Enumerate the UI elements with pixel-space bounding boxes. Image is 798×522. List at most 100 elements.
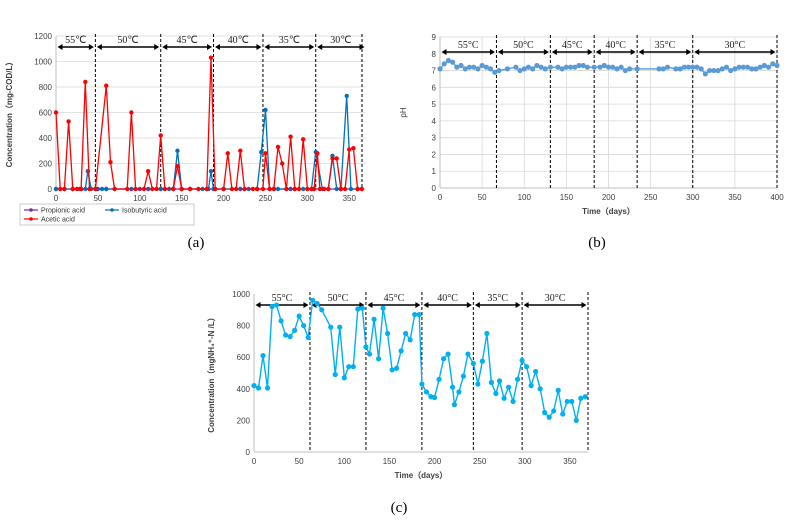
x-tick-label: 0 (252, 457, 257, 466)
data-point (728, 67, 734, 74)
arrowhead-right (630, 49, 636, 55)
x-tick-label: 50 (93, 194, 102, 203)
data-point (492, 69, 498, 75)
y-tick-label: 1000 (34, 58, 52, 67)
data-point (542, 409, 548, 416)
data-point (363, 344, 369, 350)
data-point (350, 364, 356, 370)
data-point (233, 186, 239, 192)
data-point (694, 64, 700, 70)
data-point (555, 387, 561, 393)
data-point (690, 64, 696, 70)
data-point (496, 67, 502, 74)
data-point (572, 64, 578, 70)
temperature-label: 45℃ (177, 35, 198, 46)
data-point (284, 186, 289, 192)
data-point (238, 148, 243, 153)
arrowhead-right (359, 44, 365, 50)
data-point (108, 160, 113, 165)
data-point (423, 389, 430, 395)
data-point (305, 334, 311, 341)
x-tick-label: 350 (343, 194, 357, 203)
y-tick-label: 5 (432, 100, 437, 109)
data-point (371, 316, 377, 322)
data-point (761, 62, 767, 69)
temperature-label: 35℃ (279, 35, 300, 46)
data-point (242, 186, 247, 192)
data-point (723, 64, 730, 70)
data-point (260, 186, 266, 192)
data-point (403, 330, 409, 337)
data-point (517, 67, 523, 74)
data-point (179, 186, 184, 192)
data-point (87, 186, 92, 192)
y-tick-label: 3 (432, 134, 437, 143)
data-point (664, 64, 671, 70)
x-tick-label: 150 (175, 194, 189, 203)
data-point (519, 357, 525, 363)
y-tick-label: 0 (48, 185, 53, 194)
temperature-label: 45°C (384, 293, 405, 304)
data-point (483, 64, 489, 70)
arrowhead-right (88, 44, 94, 50)
data-point (719, 66, 725, 72)
data-point (112, 186, 117, 192)
temperature-label: 50°C (513, 40, 534, 51)
data-point (484, 330, 490, 337)
data-point (456, 389, 462, 395)
arrowhead-left (423, 302, 429, 308)
temperature-label: 40℃ (228, 35, 249, 46)
data-point (567, 64, 574, 70)
data-point (437, 66, 443, 72)
data-point (445, 57, 452, 64)
data-point (584, 64, 591, 70)
series-line (55, 57, 362, 190)
temperature-label: 35°C (487, 293, 508, 304)
x-tick-label: 300 (301, 194, 315, 203)
data-point (493, 390, 499, 397)
data-point (576, 62, 582, 69)
data-point (99, 186, 105, 192)
data-point (158, 186, 163, 192)
arrowhead-left (551, 49, 557, 55)
data-point (271, 186, 277, 192)
x-tick-label: 0 (438, 193, 443, 202)
data-point (359, 186, 365, 192)
data-point (104, 186, 109, 192)
data-point (597, 64, 603, 70)
data-point (563, 64, 569, 70)
y-tick-label: 200 (39, 160, 53, 169)
x-tick-label: 150 (383, 457, 397, 466)
data-point (465, 351, 471, 357)
data-point (78, 186, 84, 192)
data-point (287, 334, 293, 340)
temperature-label: 40°C (437, 293, 458, 304)
data-point (296, 313, 302, 319)
x-tick-label: 100 (338, 457, 352, 466)
x-tick-label: 100 (518, 193, 532, 202)
data-point (344, 93, 349, 99)
data-point (375, 356, 382, 362)
x-tick-label: 250 (644, 193, 658, 202)
data-point (398, 348, 404, 354)
data-point (342, 186, 348, 192)
data-point (504, 66, 510, 72)
data-point (338, 186, 344, 192)
data-point (533, 368, 539, 375)
data-point (530, 66, 536, 72)
data-point (162, 186, 168, 192)
arrowhead-left (523, 302, 529, 308)
temperature-label: 30℃ (330, 35, 351, 46)
data-point (479, 358, 485, 364)
data-point (251, 383, 257, 389)
data-point (547, 64, 553, 70)
y-tick-label: 600 (39, 109, 53, 118)
data-point (753, 66, 759, 72)
data-point (380, 305, 386, 311)
data-point (273, 302, 280, 308)
data-point (449, 384, 456, 390)
data-point (133, 186, 138, 192)
data-point (347, 147, 352, 152)
data-point (196, 186, 201, 192)
x-tick-label: 400 (770, 193, 784, 202)
